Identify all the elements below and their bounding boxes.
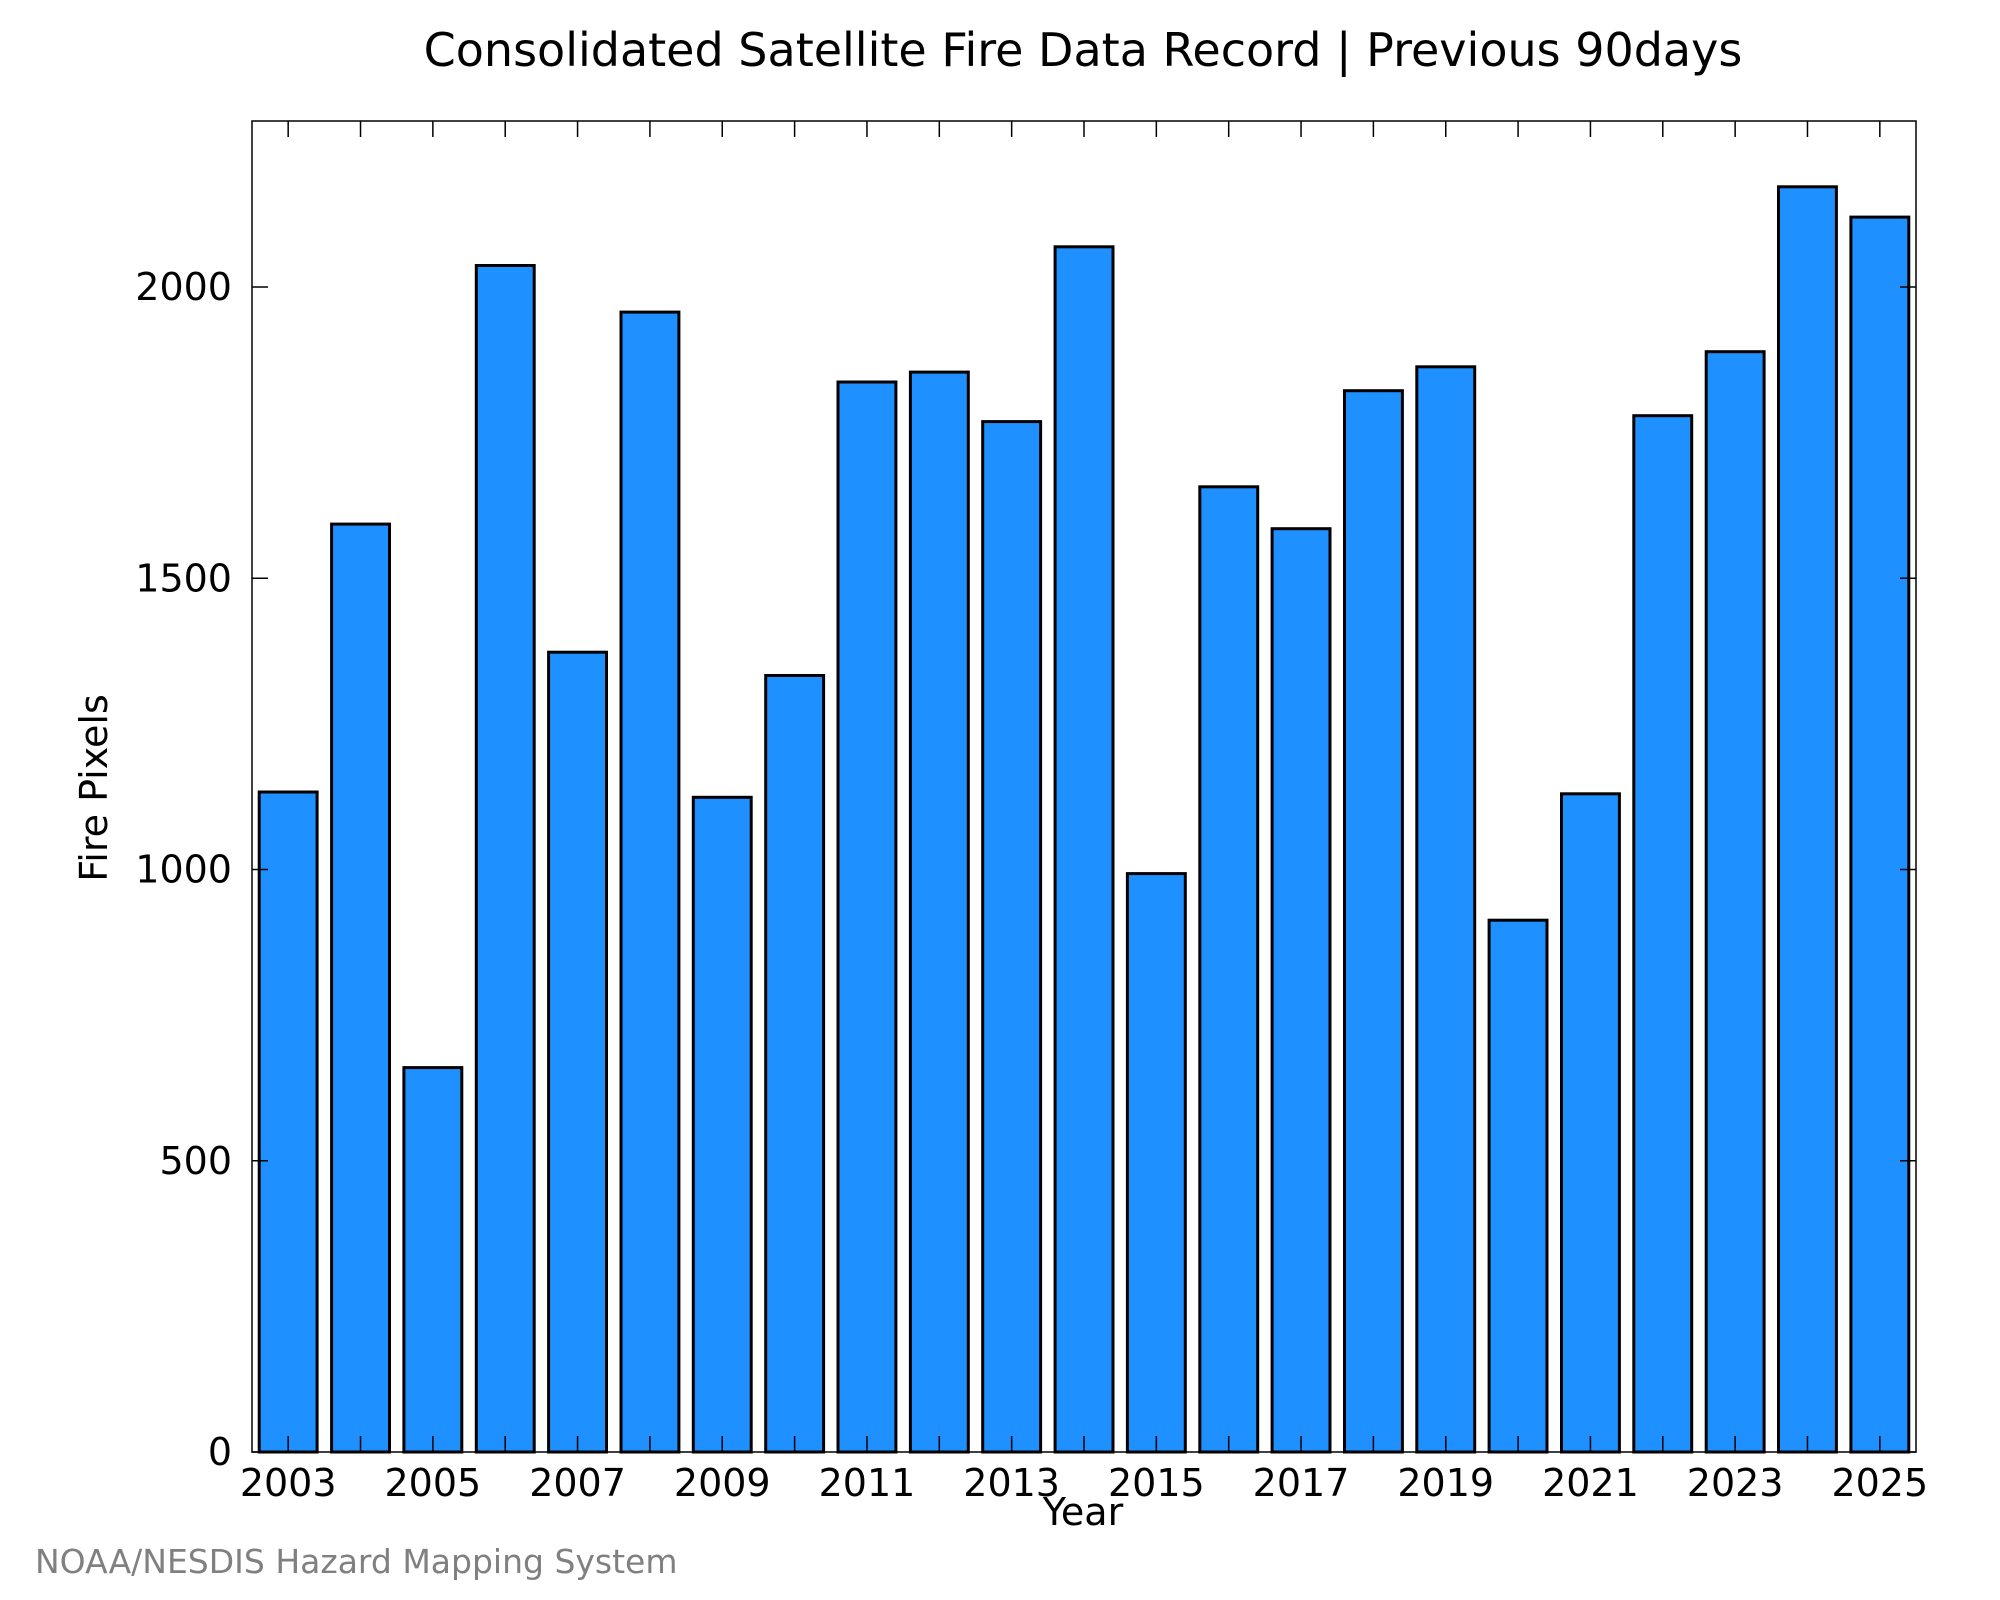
- y-tick-label: 500: [159, 1139, 232, 1183]
- y-axis-label: Fire Pixels: [72, 694, 116, 882]
- bar-2011: [836, 380, 898, 1454]
- x-tick-label: 2017: [1253, 1461, 1350, 1505]
- bar-2006: [474, 264, 536, 1454]
- x-tick-label: 2023: [1687, 1461, 1784, 1505]
- x-tick-label: 2003: [240, 1461, 337, 1505]
- y-tick-label: 1000: [135, 848, 232, 892]
- axes-group: 0 500 1000 1500 2000 2003 2005 2007 2009 2011 2013…: [135, 120, 1928, 1505]
- bar-2014: [1053, 245, 1115, 1454]
- bar-2022: [1632, 414, 1694, 1454]
- bars-group: [257, 185, 1911, 1454]
- bar-2020: [1487, 918, 1549, 1454]
- bar-2023: [1704, 350, 1766, 1454]
- x-tick-label: 2019: [1397, 1461, 1494, 1505]
- x-tick-label: 2021: [1542, 1461, 1639, 1505]
- x-tick-label: 2015: [1108, 1461, 1205, 1505]
- bar-2012: [908, 370, 970, 1454]
- credit-text: NOAA/NESDIS Hazard Mapping System: [35, 1542, 678, 1581]
- bar-2016: [1198, 485, 1260, 1454]
- y-tick-label: 1500: [135, 556, 232, 600]
- x-tick-label: 2013: [963, 1461, 1060, 1505]
- y-tick-label: 2000: [135, 265, 232, 309]
- bar-2021: [1560, 792, 1621, 1454]
- bar-2017: [1270, 527, 1332, 1454]
- bar-2024: [1777, 185, 1838, 1454]
- x-axis-label: Year: [1042, 1490, 1124, 1534]
- bar-2025: [1849, 215, 1911, 1454]
- bar-2019: [1415, 365, 1477, 1454]
- chart-title: Consolidated Satellite Fire Data Record …: [424, 23, 1743, 78]
- x-tick-label: 2005: [385, 1461, 482, 1505]
- bar-2015: [1125, 872, 1187, 1454]
- bar-2005: [402, 1066, 464, 1454]
- bar-2018: [1343, 389, 1404, 1454]
- x-tick-label: 2007: [529, 1461, 626, 1505]
- x-tick-label: 2025: [1831, 1461, 1928, 1505]
- bar-2009: [691, 795, 753, 1454]
- bar-2008: [619, 310, 681, 1454]
- bar-2004: [330, 522, 392, 1454]
- bar-2013: [981, 420, 1043, 1454]
- bar-2010: [764, 674, 826, 1454]
- x-tick-label: 2011: [819, 1461, 916, 1505]
- bar-2003: [257, 790, 319, 1454]
- x-tick-label: 2009: [674, 1461, 771, 1505]
- bar-2007: [547, 650, 608, 1454]
- y-tick-label: 0: [208, 1430, 232, 1474]
